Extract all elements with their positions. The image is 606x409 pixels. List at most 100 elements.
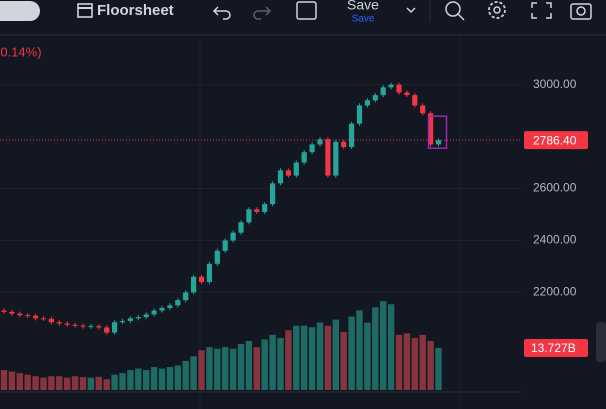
- last-price-tag: [524, 131, 588, 150]
- volume-bar: [174, 365, 181, 390]
- candle-body: [396, 84, 402, 93]
- volume-bar: [135, 368, 142, 390]
- y-tick-label: 2400.00: [533, 233, 577, 247]
- volume-bar: [79, 377, 87, 390]
- volume-bar: [301, 325, 308, 390]
- candle-body: [9, 311, 15, 314]
- volume-bar: [387, 304, 395, 390]
- volume-bar: [285, 330, 292, 390]
- volume-bar: [372, 307, 379, 390]
- volume-bar: [182, 360, 189, 390]
- candle-body: [222, 240, 228, 251]
- volume-bar: [158, 368, 166, 390]
- candle-body: [191, 276, 197, 293]
- candle-body: [214, 250, 220, 264]
- volume-bar: [237, 344, 245, 390]
- snapshot[interactable]: [570, 3, 592, 20]
- candle-body: [112, 322, 118, 333]
- candle-body: [317, 139, 323, 145]
- volume-bar: [356, 310, 363, 390]
- volume-tag: [524, 338, 588, 357]
- save-button[interactable]: Save: [347, 0, 379, 13]
- volume-bar: [245, 341, 253, 390]
- volume-bar: [48, 376, 55, 390]
- candle-body: [25, 315, 31, 317]
- candle-body: [40, 318, 47, 320]
- volume-bar: [411, 337, 418, 390]
- volume-bar: [222, 347, 229, 390]
- candle-body: [159, 307, 165, 311]
- save-status: Save: [352, 14, 375, 25]
- candle-body: [309, 144, 315, 153]
- volume-bar: [87, 377, 95, 390]
- snapshot-lens: [576, 6, 586, 16]
- volume-bar: [127, 370, 134, 390]
- candle-body: [17, 313, 23, 316]
- volume-bar: [0, 370, 8, 390]
- candle-body: [104, 327, 110, 333]
- candle-body: [206, 263, 212, 282]
- candle-body: [356, 105, 363, 124]
- candle-body: [80, 325, 86, 327]
- candle-body: [33, 315, 39, 319]
- volume-bar: [364, 322, 371, 390]
- candle-body: [143, 314, 149, 318]
- floorsheet-icon: [77, 3, 93, 18]
- candle-body: [293, 162, 299, 176]
- volume-bar: [229, 348, 237, 390]
- candle-body: [88, 326, 94, 328]
- save-dropdown[interactable]: [406, 7, 416, 14]
- candle-body: [1, 310, 7, 312]
- last-price-label: 2786.40: [533, 133, 577, 147]
- candle-body: [420, 105, 426, 114]
- volume-bar: [348, 316, 355, 390]
- candle-body: [127, 318, 133, 321]
- volume-bar: [8, 371, 16, 390]
- volume-bar: [403, 333, 411, 390]
- volume-bar: [427, 341, 434, 390]
- volume-bar: [143, 370, 150, 390]
- search[interactable]: [445, 1, 461, 17]
- candle-body: [325, 139, 331, 176]
- volume-bar: [332, 319, 339, 390]
- candle-body: [254, 209, 260, 212]
- candle-body: [372, 95, 378, 101]
- volume-bar: [380, 301, 387, 390]
- candle-body: [246, 209, 252, 223]
- candle-body: [262, 204, 268, 212]
- candle-body: [285, 170, 291, 176]
- volume-label: 13.727B: [531, 341, 576, 355]
- candle-body: [119, 320, 126, 323]
- candle-body: [167, 305, 173, 308]
- settings[interactable]: [488, 1, 506, 19]
- volume-bar: [40, 377, 47, 390]
- floorsheet-button[interactable]: Floorsheet: [97, 2, 174, 19]
- candle-body: [270, 183, 276, 205]
- toggle[interactable]: [0, 1, 40, 21]
- candle-body: [435, 140, 442, 145]
- volume-bar: [316, 322, 324, 390]
- candle-body: [364, 100, 370, 106]
- volume-bar: [95, 376, 102, 390]
- fullscreen[interactable]: [531, 2, 552, 19]
- candle-body: [175, 300, 181, 306]
- candle-body: [388, 84, 394, 88]
- redo[interactable]: [253, 6, 272, 20]
- candle-body: [238, 222, 244, 233]
- volume-bar: [395, 334, 403, 390]
- volume-bar: [150, 367, 158, 390]
- undo[interactable]: [212, 6, 231, 20]
- candle-body: [96, 326, 102, 328]
- toolbar: Floorsheet Save Save: [0, 0, 606, 25]
- volume-bar: [324, 325, 332, 390]
- candle-body: [341, 141, 347, 148]
- candle-body: [380, 87, 386, 96]
- legend-change: -0.14%): [0, 44, 42, 59]
- candle-body: [151, 310, 157, 315]
- candle-body: [412, 95, 418, 106]
- layout[interactable]: [296, 1, 317, 20]
- volume-bar: [206, 347, 213, 390]
- candle-body: [230, 232, 236, 241]
